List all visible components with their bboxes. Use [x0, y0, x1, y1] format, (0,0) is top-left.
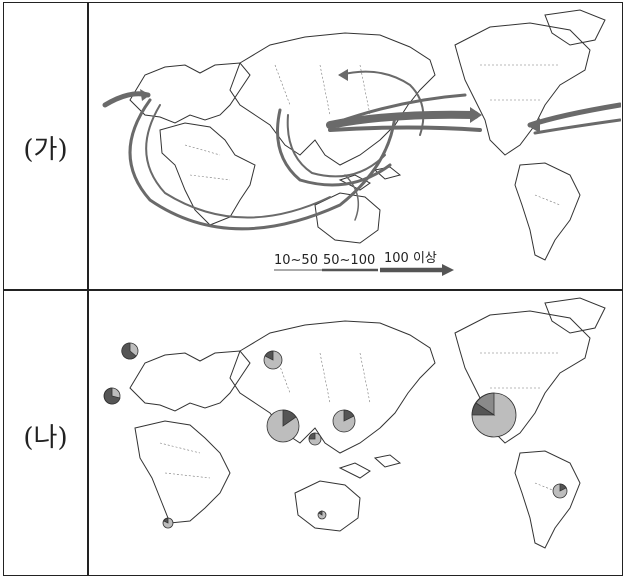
pie-brazil — [552, 483, 568, 499]
row-divider — [4, 289, 622, 291]
asia-outline — [229, 32, 436, 166]
country-borders-b — [159, 352, 561, 494]
flow-map: 10~50 50~100 100 이상 — [90, 5, 623, 287]
europe-outline — [129, 62, 251, 124]
flow-arrows — [102, 70, 623, 231]
flow-arrow-australia — [344, 174, 360, 221]
comparison-table: (가) (나) — [3, 2, 623, 576]
legend-label-50-100: 50~100 — [323, 253, 375, 268]
flow-arrow-asia-loop-1 — [276, 108, 392, 187]
flow-arrow-africa-loop-inner — [145, 104, 331, 219]
south-america-outline-b — [514, 450, 581, 549]
flow-arrow-east-in-2 — [533, 118, 622, 135]
pie-usa — [471, 392, 517, 438]
arrow-head-west — [140, 89, 150, 101]
arrow-head-pacific — [470, 107, 482, 123]
flow-arrow-pacific-main — [326, 110, 479, 129]
europe-outline-b — [129, 350, 251, 412]
row-label-na: (나) — [23, 423, 68, 453]
south-america-outline — [514, 162, 581, 261]
pie-china — [266, 409, 300, 443]
flow-map-svg: 10~50 50~100 100 이상 — [102, 9, 623, 276]
legend-label-100-plus: 100 이상 — [384, 251, 437, 266]
world-land-outlines-b — [129, 297, 606, 549]
country-borders — [184, 64, 561, 206]
flow-legend: 10~50 50~100 100 이상 — [274, 251, 454, 276]
pie-russia — [263, 350, 283, 370]
australia-outline-b — [294, 480, 361, 532]
pie-uk — [121, 342, 139, 360]
pie-australia — [317, 510, 327, 520]
arrow-head-east — [528, 118, 540, 133]
africa-outline — [159, 122, 256, 226]
legend-arrow-head — [442, 264, 454, 276]
flow-arrow-pacific-3 — [333, 93, 467, 125]
greenland-outline-b — [544, 297, 606, 334]
pie-south-africa — [162, 517, 174, 529]
flow-arrow-africa-loop-outer — [128, 98, 397, 231]
pie-map — [90, 293, 621, 573]
pie-western-europe — [103, 387, 121, 405]
africa-outline-b — [134, 420, 231, 524]
arrow-head-north-loop — [338, 69, 348, 81]
sea-islands-outline-b — [338, 454, 402, 479]
north-america-outline — [454, 22, 591, 156]
asia-outline-b — [229, 320, 436, 454]
pie-japan — [332, 409, 356, 433]
pie-korea — [308, 432, 322, 446]
australia-outline — [314, 192, 381, 244]
arrow-heads — [140, 69, 540, 133]
greenland-outline — [544, 9, 606, 46]
north-america-outline-b — [454, 310, 591, 444]
world-land-outlines — [129, 9, 606, 261]
pie-map-svg — [103, 297, 606, 549]
row-label-ga: (가) — [23, 135, 68, 165]
flow-arrow-pacific-2 — [328, 125, 482, 132]
legend-label-10-50: 10~50 — [274, 253, 318, 268]
flow-arrow-asia-loop-2 — [286, 114, 386, 178]
pie-markers — [103, 342, 568, 529]
